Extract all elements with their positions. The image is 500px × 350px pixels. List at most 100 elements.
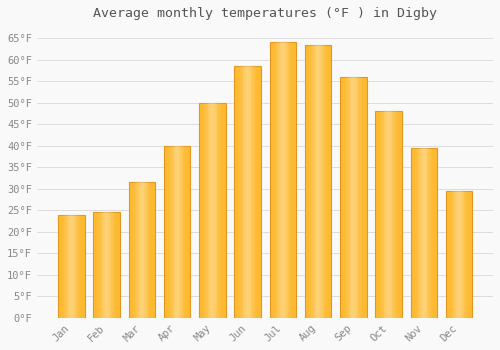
Bar [364,77,366,318]
Bar [221,103,222,318]
Bar [238,66,239,318]
Bar [110,212,112,318]
Title: Average monthly temperatures (°F ) in Digby: Average monthly temperatures (°F ) in Di… [93,7,437,20]
Bar [152,182,153,318]
Bar [199,103,226,318]
Bar [100,212,102,318]
Bar [400,111,401,318]
Bar [72,215,74,318]
Bar [94,212,120,318]
Bar [452,191,453,318]
Bar [67,215,68,318]
Bar [378,111,380,318]
Bar [144,182,145,318]
Bar [362,77,364,318]
Bar [178,146,179,318]
Bar [272,42,273,318]
Bar [62,215,63,318]
Bar [78,215,80,318]
Bar [128,182,155,318]
Bar [202,103,204,318]
Bar [258,66,259,318]
Bar [176,146,178,318]
Bar [393,111,394,318]
Bar [216,103,217,318]
Bar [457,191,458,318]
Bar [250,66,251,318]
Bar [256,66,258,318]
Bar [172,146,174,318]
Bar [66,215,67,318]
Bar [76,215,78,318]
Bar [342,77,344,318]
Bar [171,146,172,318]
Bar [284,42,285,318]
Bar [118,212,119,318]
Bar [396,111,397,318]
Bar [318,45,319,318]
Bar [388,111,390,318]
Bar [82,215,84,318]
Bar [280,42,281,318]
Bar [328,45,330,318]
Bar [354,77,356,318]
Bar [116,212,118,318]
Bar [434,148,435,318]
Bar [323,45,324,318]
Bar [132,182,134,318]
Bar [222,103,224,318]
Bar [204,103,205,318]
Bar [64,215,66,318]
Bar [220,103,221,318]
Bar [324,45,326,318]
Bar [108,212,110,318]
Bar [145,182,146,318]
Bar [454,191,456,318]
Bar [376,111,402,318]
Bar [311,45,312,318]
Bar [98,212,100,318]
Bar [179,146,180,318]
Bar [164,146,166,318]
Bar [458,191,460,318]
Bar [376,111,378,318]
Bar [149,182,150,318]
Bar [305,45,332,318]
Bar [288,42,289,318]
Bar [244,66,246,318]
Bar [384,111,386,318]
Bar [240,66,242,318]
Bar [214,103,216,318]
Bar [418,148,419,318]
Bar [419,148,420,318]
Bar [456,191,457,318]
Bar [182,146,183,318]
Bar [286,42,288,318]
Bar [465,191,466,318]
Bar [356,77,358,318]
Bar [423,148,424,318]
Bar [97,212,98,318]
Bar [234,66,261,318]
Bar [270,42,296,318]
Bar [320,45,322,318]
Bar [420,148,422,318]
Bar [360,77,362,318]
Bar [183,146,184,318]
Bar [340,77,366,318]
Bar [390,111,392,318]
Bar [386,111,388,318]
Bar [128,182,130,318]
Bar [312,45,314,318]
Bar [254,66,255,318]
Bar [210,103,212,318]
Bar [410,148,412,318]
Bar [251,66,252,318]
Bar [392,111,393,318]
Bar [141,182,142,318]
Bar [148,182,149,318]
Bar [184,146,186,318]
Bar [304,45,306,318]
Bar [412,148,414,318]
Bar [382,111,384,318]
